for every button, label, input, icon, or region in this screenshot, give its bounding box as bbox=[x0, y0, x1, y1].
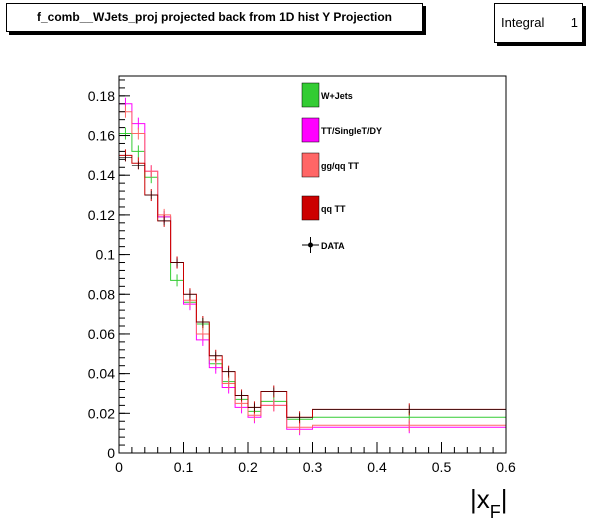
stats-box: Integral 1 bbox=[494, 3, 583, 43]
y-tick-label: 0.16 bbox=[88, 128, 115, 144]
legend: W+Jets TT/SingleT/DY gg/qq TT qq TT DATA bbox=[301, 82, 382, 253]
y-tick-label: 0.08 bbox=[88, 286, 115, 302]
legend-label: gg/qq TT bbox=[321, 161, 359, 171]
legend-swatch bbox=[301, 117, 320, 143]
legend-swatch bbox=[301, 152, 320, 178]
x-tick-label: 0.6 bbox=[496, 459, 516, 475]
y-tick-label: 0.12 bbox=[88, 207, 115, 223]
chart-title: f_comb__WJets_proj projected back from 1… bbox=[37, 10, 392, 24]
x-tick-label: 0.4 bbox=[367, 459, 387, 475]
y-tick-label: 0.04 bbox=[88, 366, 115, 382]
y-tick-label: 0.06 bbox=[88, 326, 115, 342]
legend-label: DATA bbox=[321, 241, 345, 251]
x-tick-label: 0.1 bbox=[174, 459, 194, 475]
legend-data-marker bbox=[308, 242, 313, 248]
legend-swatch bbox=[301, 195, 320, 221]
y-tick-label: 0.18 bbox=[88, 88, 115, 104]
legend-label: qq TT bbox=[321, 204, 346, 214]
x-tick-label: 0.5 bbox=[432, 459, 452, 475]
stats-value: 1 bbox=[570, 15, 578, 30]
x-tick-label: 0 bbox=[115, 459, 123, 475]
x-tick-label: 0.2 bbox=[238, 459, 258, 475]
series-layer bbox=[119, 97, 506, 436]
legend-label: W+Jets bbox=[321, 91, 353, 101]
legend-swatch bbox=[301, 82, 320, 108]
ticks-layer: 0 0.02 0.04 0.06 0.08 0.1 0.12 0.14 0.16 0.18 0 0.1… bbox=[88, 79, 516, 475]
x-axis-label: |xF| bbox=[470, 484, 508, 522]
stats-label: Integral bbox=[501, 15, 545, 30]
chart-title-box: f_comb__WJets_proj projected back from 1… bbox=[6, 3, 423, 32]
y-tick-label: 0.02 bbox=[88, 405, 115, 421]
y-tick-label: 0.1 bbox=[96, 247, 116, 263]
y-tick-label: 0 bbox=[107, 445, 115, 461]
x-tick-label: 0.3 bbox=[303, 459, 323, 475]
y-tick-label: 0.14 bbox=[88, 167, 115, 183]
legend-label: TT/SingleT/DY bbox=[321, 126, 382, 136]
